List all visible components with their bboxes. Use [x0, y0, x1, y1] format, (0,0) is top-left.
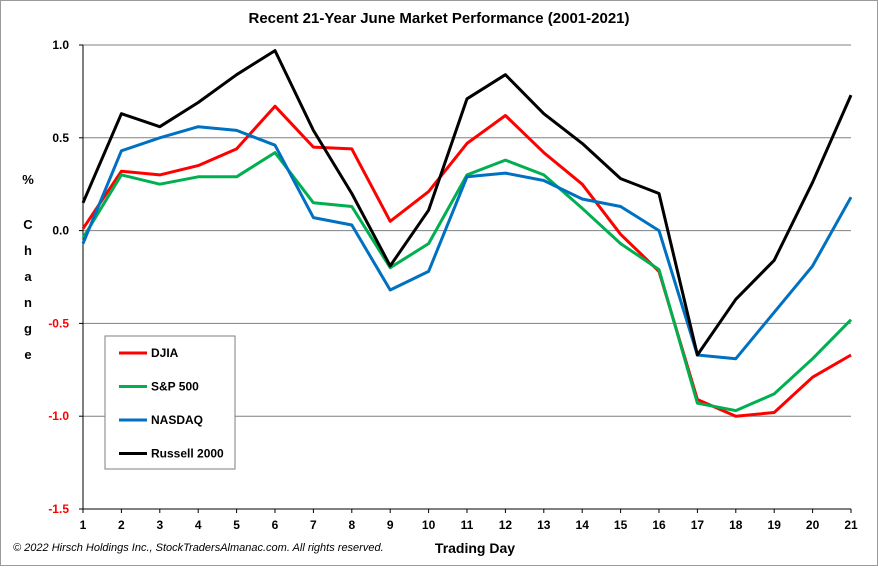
- x-tick-label: 18: [729, 518, 743, 532]
- x-tick-label: 19: [768, 518, 782, 532]
- x-tick-label: 15: [614, 518, 628, 532]
- y-tick-label: 0.5: [52, 131, 69, 145]
- legend-box: [104, 335, 236, 470]
- y-tick-label: -1.5: [48, 502, 69, 516]
- series-line-djia: [81, 104, 852, 418]
- legend-label: DJIA: [151, 346, 179, 360]
- x-tick-label: 21: [844, 518, 858, 532]
- x-tick-label: 4: [195, 518, 202, 532]
- y-axis-label-letter: a: [24, 269, 32, 284]
- legend: DJIA S&P 500 NASDAQ Russell 2000: [104, 335, 236, 470]
- y-axis-label-letter: C: [23, 217, 33, 232]
- x-tick-label: 17: [691, 518, 705, 532]
- y-tick-label: 1.0: [52, 38, 69, 52]
- x-tick-label: 1: [80, 518, 87, 532]
- series-line-s-p-500: [81, 151, 853, 413]
- x-tick-label: 14: [576, 518, 590, 532]
- x-tick-label: 20: [806, 518, 820, 532]
- x-tick-label: 7: [310, 518, 317, 532]
- axes: 1.00.50.0-0.5-1.0-1.51 2 3 4 5 6 7 8 9 10 11 12 13 14…: [48, 38, 858, 532]
- y-axis-label-letter: h: [24, 243, 32, 258]
- x-tick-label: 5: [233, 518, 240, 532]
- y-tick-label: 0.0: [52, 224, 69, 238]
- chart-title: Recent 21-Year June Market Performance (…: [248, 10, 629, 27]
- x-tick-label: 16: [652, 518, 666, 532]
- x-tick-label: 12: [499, 518, 513, 532]
- y-tick-label: -1.0: [48, 409, 69, 423]
- x-tick-label: 8: [348, 518, 355, 532]
- x-tick-label: 11: [461, 518, 474, 532]
- y-tick-label: -0.5: [48, 316, 69, 330]
- y-axis-label-letter: n: [24, 295, 32, 310]
- x-tick-label: 3: [156, 518, 163, 532]
- x-axis-label: Trading Day: [435, 540, 515, 556]
- legend-label: S&P 500: [151, 380, 199, 394]
- y-axis-label-letter: g: [24, 321, 32, 336]
- x-tick-label: 6: [272, 518, 279, 532]
- copyright-note: © 2022 Hirsch Holdings Inc., StockTrader…: [13, 542, 384, 554]
- y-axis-label-percent: %: [22, 172, 34, 187]
- y-axis-label-letter: e: [24, 347, 31, 362]
- series-line-russell-2000: [81, 49, 853, 357]
- x-tick-label: 9: [387, 518, 394, 532]
- legend-label: Russell 2000: [151, 447, 224, 461]
- x-tick-label: 10: [422, 518, 436, 532]
- series-line-nasdaq: [81, 125, 853, 361]
- x-tick-label: 13: [537, 518, 551, 532]
- legend-label: NASDAQ: [151, 413, 203, 427]
- series-lines: [81, 49, 853, 418]
- x-tick-label: 2: [118, 518, 125, 532]
